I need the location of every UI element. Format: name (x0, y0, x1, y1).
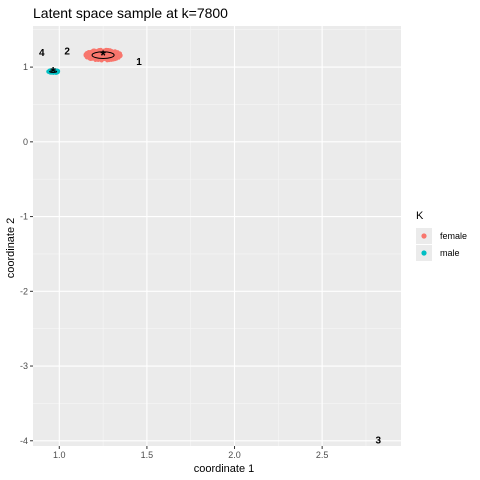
major-gridlines (33, 26, 401, 446)
y-tick-label: -4 (20, 436, 28, 446)
chart-title: Latent space sample at k=7800 (33, 5, 228, 21)
x-tick-label: 1.5 (141, 450, 154, 460)
y-tick-label: 1 (23, 62, 28, 72)
male-point (47, 68, 52, 73)
cluster-label-3: 3 (375, 435, 381, 446)
female-point (83, 52, 88, 57)
y-tick-label: -2 (20, 286, 28, 296)
female-ellipse (91, 51, 115, 60)
legend-swatch-female (421, 233, 427, 239)
female-point (87, 52, 93, 58)
x-tick-label: 1.0 (53, 450, 66, 460)
legend-entries: female male (416, 228, 467, 261)
female-point (114, 56, 119, 61)
cluster-label-1: 1 (136, 57, 142, 68)
cluster-labels: 1 2 3 4 (39, 47, 381, 447)
x-axis-title: coordinate 1 (194, 463, 255, 475)
cluster-label-4: 4 (39, 48, 45, 59)
female-point (117, 51, 122, 56)
y-tick-label: -1 (20, 212, 28, 222)
cluster-label-2: 2 (64, 47, 70, 58)
female-point (87, 56, 92, 61)
minor-gridlines (33, 26, 401, 446)
female-point (96, 52, 101, 57)
legend: K female male (416, 210, 467, 261)
plot-panel (33, 26, 401, 446)
y-tick-label: 0 (23, 137, 28, 147)
x-tick-label: 2.5 (316, 450, 329, 460)
x-tick-label: 2.0 (228, 450, 241, 460)
legend-label-female: female (440, 231, 467, 241)
cluster-ellipses: ** (49, 47, 115, 80)
y-axis-title: coordinate 2 (5, 218, 17, 279)
legend-title: K (416, 210, 424, 222)
axis-ticks: 1.0 1.5 2.0 2.5 -4 -3 -2 -1 0 1 (20, 62, 328, 460)
male-ellipse (49, 70, 58, 73)
female-mean-marker: * (100, 47, 106, 63)
legend-label-male: male (440, 248, 460, 258)
legend-swatch-male (421, 250, 427, 256)
male-mean-marker: * (50, 64, 56, 80)
y-tick-label: -3 (20, 361, 28, 371)
